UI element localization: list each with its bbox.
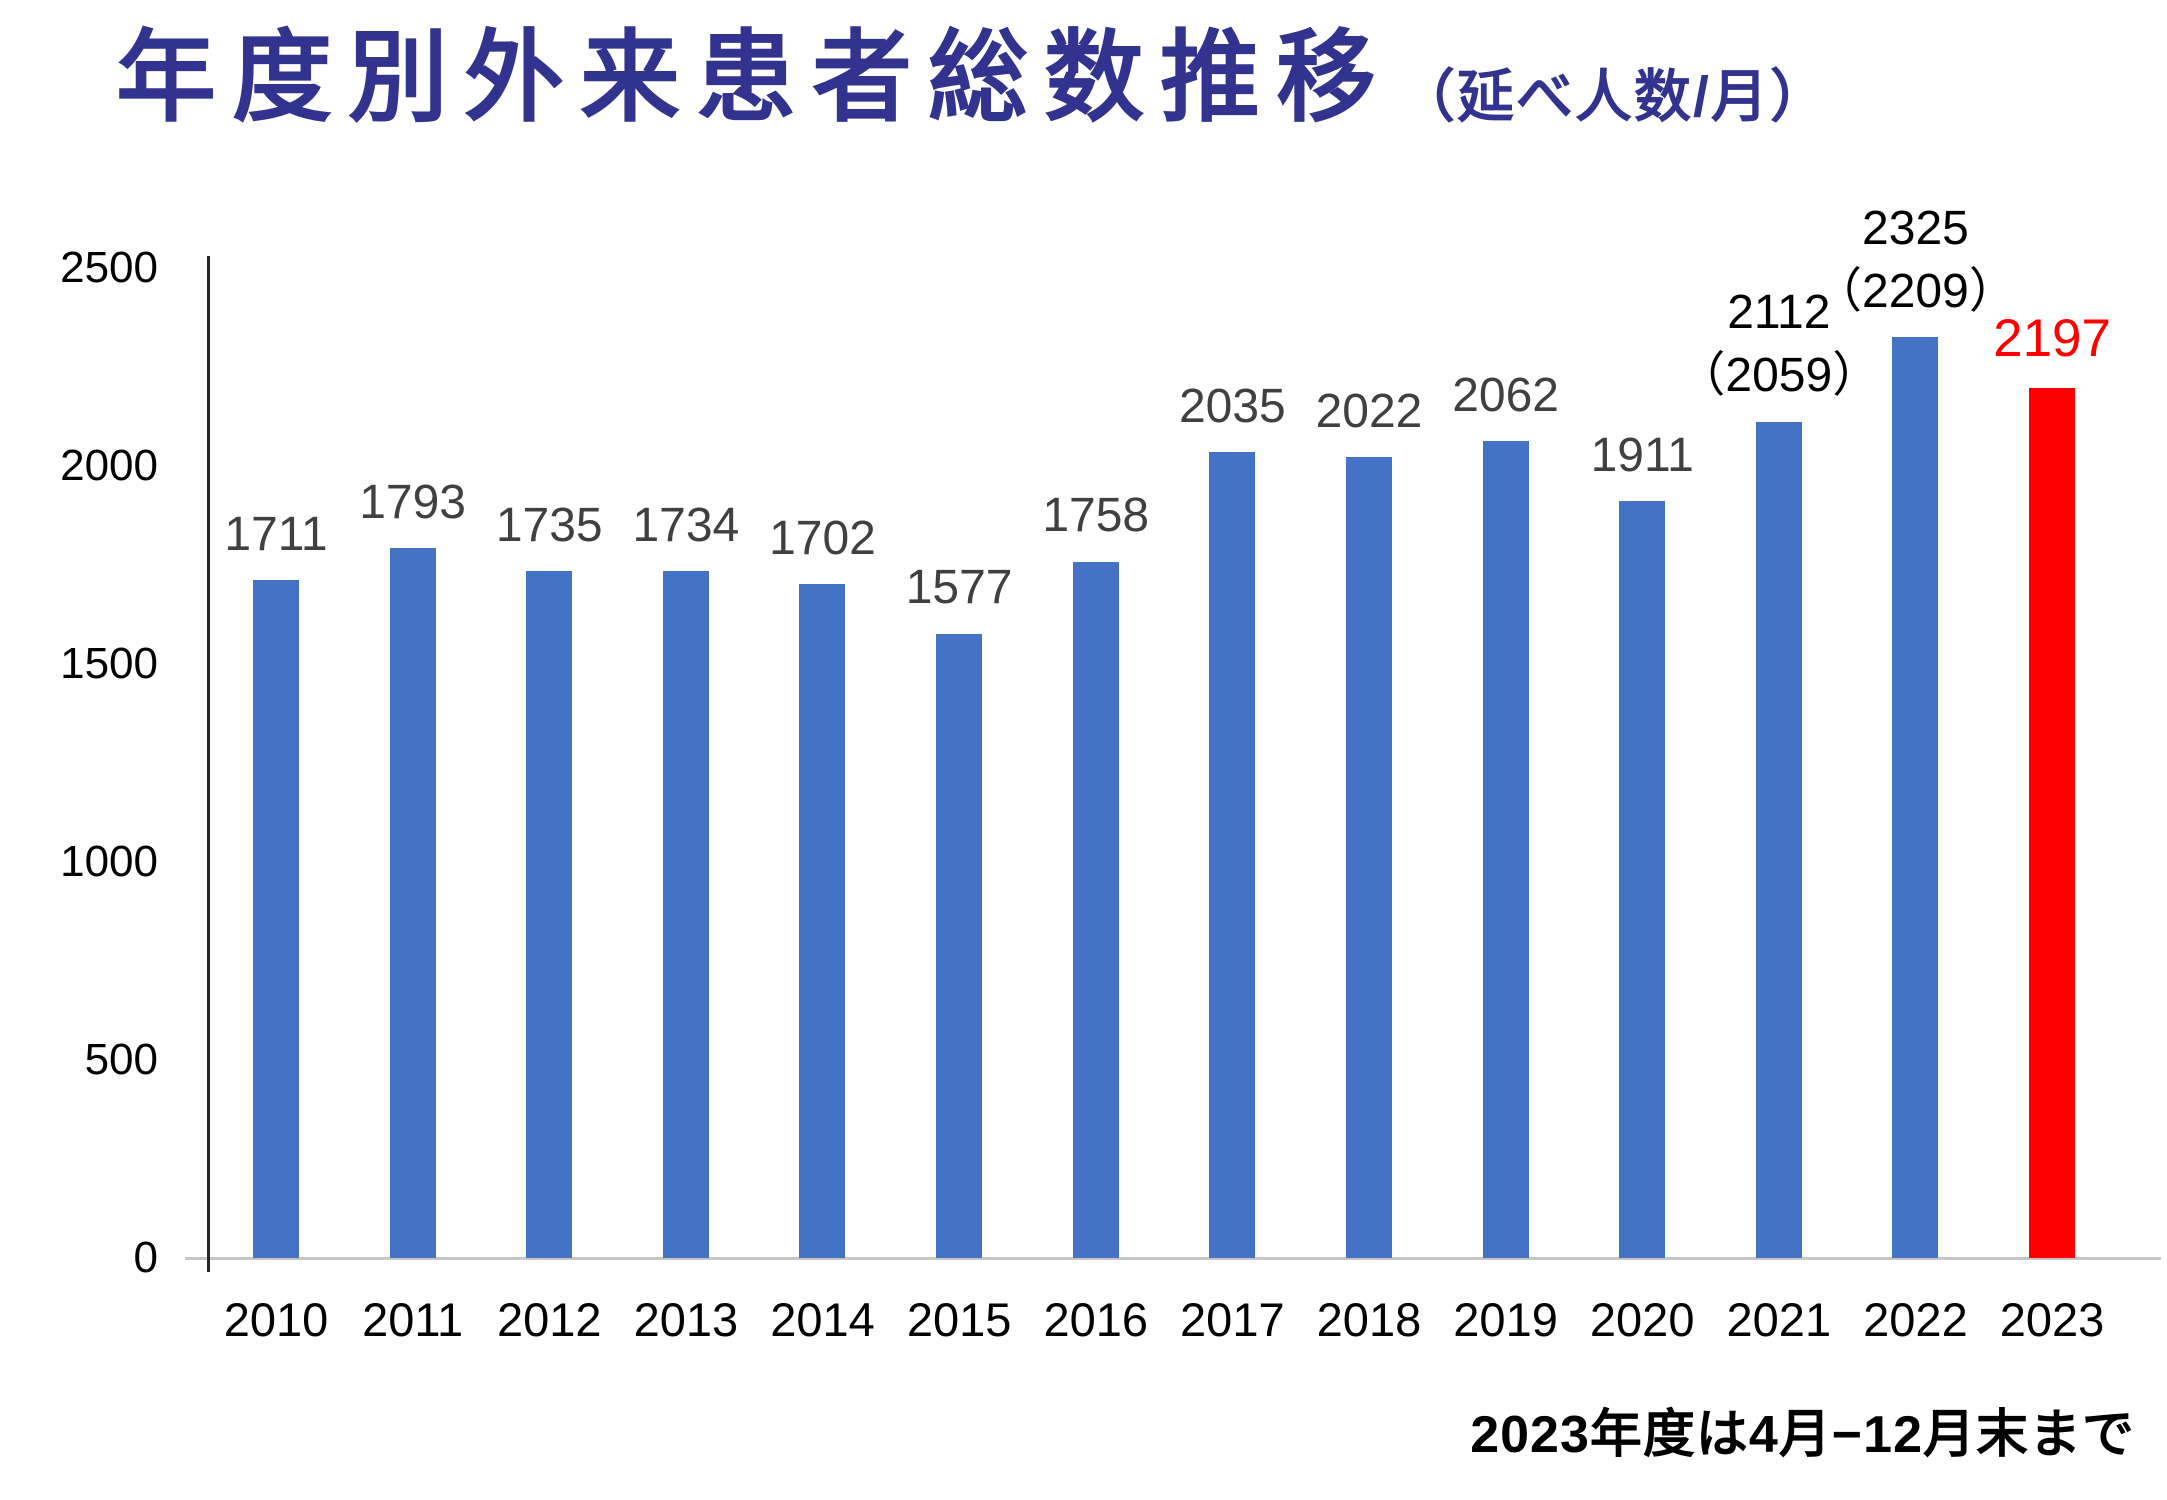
x-axis-label-2023: 2023 [1999, 1293, 2105, 1346]
bar-2023 [2029, 387, 2076, 1258]
y-axis-line [207, 256, 210, 1272]
bar-label-2015: 1577 [789, 556, 1129, 619]
x-axis-label-2016: 2016 [1043, 1293, 1148, 1346]
x-axis-label-2014: 2014 [770, 1293, 875, 1346]
bar-label-2021: 2112 （2059） [1609, 281, 1949, 408]
y-axis-tick-label: 500 [84, 1035, 158, 1084]
bar-2013 [662, 571, 709, 1258]
x-axis-label-2013: 2013 [633, 1293, 739, 1346]
bar-sub-value-2022: （2209） [1814, 264, 2017, 318]
bar-value-2021: 2112 [1727, 285, 1831, 339]
bar-label-2023: 2197 [1882, 304, 2167, 374]
bar-value-2013: 1734 [632, 498, 740, 552]
x-axis-label-2021: 2021 [1726, 1293, 1832, 1346]
x-axis-label-2018: 2018 [1316, 1293, 1422, 1346]
chart-subtitle: （延べ人数/月） [1398, 65, 1829, 130]
y-axis-tick-label: 2500 [60, 243, 158, 292]
bar-2022 [1892, 337, 1939, 1258]
bar-value-2019: 2062 [1452, 369, 1559, 423]
x-axis-label-2012: 2012 [496, 1293, 602, 1346]
bar-value-2017: 2035 [1178, 379, 1286, 433]
bar-value-2010: 1711 [224, 508, 328, 562]
x-axis-label-2015: 2015 [906, 1293, 1012, 1346]
x-axis-line [185, 1257, 2161, 1260]
bar-label-2011: 1793 [243, 471, 583, 534]
bar-value-2023: 2197 [1993, 309, 2111, 369]
bar-value-2014: 1702 [769, 511, 876, 565]
bar-2014 [799, 584, 846, 1258]
chart-title-row: 年度別外来患者総数推移 （延べ人数/月） [116, 16, 1829, 141]
bar-label-2012: 1735 [379, 494, 719, 557]
bar-sub-value-2021: （2059） [1677, 349, 1881, 403]
bar-2020 [1619, 501, 1666, 1258]
bar-label-2014: 1702 [652, 507, 992, 570]
bar-label-2017: 2035 [1062, 375, 1402, 438]
bar-value-2012: 1735 [495, 498, 603, 552]
x-axis-label-2022: 2022 [1863, 1293, 1968, 1346]
bar-label-2013: 1734 [516, 494, 856, 557]
bar-2016 [1072, 561, 1119, 1258]
bar-2011 [389, 547, 436, 1258]
y-axis-tick-label: 2000 [60, 441, 158, 490]
x-axis-label-2010: 2010 [223, 1293, 329, 1346]
y-axis-tick-label: 1500 [60, 639, 158, 688]
y-axis-tick-label: 1000 [60, 837, 158, 886]
x-axis-label-2020: 2020 [1589, 1293, 1695, 1346]
bar-value-2015: 1577 [905, 561, 1013, 615]
y-axis-tick-label: 0 [133, 1233, 158, 1282]
bar-label-2016: 1758 [926, 484, 1266, 547]
bar-label-2010: 1711 [106, 503, 446, 566]
bar-value-2022: 2325 [1862, 201, 1969, 255]
bar-label-2022: 2325 （2209） [1745, 197, 2085, 324]
bar-2018 [1345, 457, 1392, 1258]
bar-value-2016: 1758 [1042, 489, 1150, 543]
chart-title: 年度別外来患者総数推移 [116, 22, 1392, 134]
bar-2010 [253, 580, 299, 1258]
bar-2019 [1482, 441, 1529, 1258]
bar-2021 [1755, 421, 1802, 1258]
bar-value-2018: 2022 [1315, 384, 1423, 438]
bar-label-2019: 2062 [1336, 364, 1676, 427]
bar-2012 [526, 570, 573, 1258]
bar-value-2011: 1793 [359, 475, 466, 529]
x-axis-label-2017: 2017 [1180, 1293, 1285, 1346]
bar-value-2020: 1911 [1590, 428, 1694, 482]
bar-label-2018: 2022 [1199, 380, 1539, 443]
bar-label-2020: 1911 [1472, 424, 1812, 487]
x-axis-label-2011: 2011 [362, 1293, 464, 1346]
chart-footnote: 2023年度は4月−12月末まで [1470, 1406, 2135, 1464]
bar-2017 [1209, 452, 1256, 1258]
x-axis-label-2019: 2019 [1453, 1293, 1558, 1346]
bar-2015 [936, 633, 983, 1258]
